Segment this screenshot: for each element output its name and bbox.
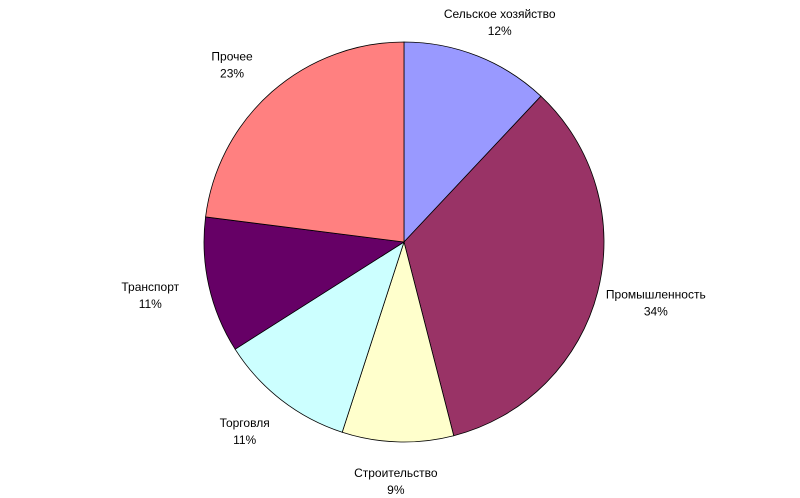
slice-value-label: 9% [387, 483, 405, 497]
pie-slice [341, 240, 455, 443]
pie-slice [403, 41, 542, 244]
slice-label: Прочее [211, 50, 253, 64]
pie-slice [205, 41, 405, 243]
slice-label: Торговля [220, 416, 270, 430]
slice-value-label: 11% [233, 433, 256, 447]
pie-slice [203, 216, 406, 350]
slice-label: Строительство [354, 466, 438, 480]
slice-value-label: 11% [139, 297, 162, 311]
pie-slice [403, 95, 605, 437]
slice-value-label: 12% [488, 24, 512, 38]
slice-label: Транспорт [121, 280, 179, 294]
slice-label: Сельское хозяйство [444, 7, 556, 21]
pie-slice [234, 241, 405, 433]
slice-value-label: 34% [644, 304, 668, 318]
slice-value-label: 23% [220, 67, 244, 81]
slice-label: Промышленность [606, 287, 706, 301]
